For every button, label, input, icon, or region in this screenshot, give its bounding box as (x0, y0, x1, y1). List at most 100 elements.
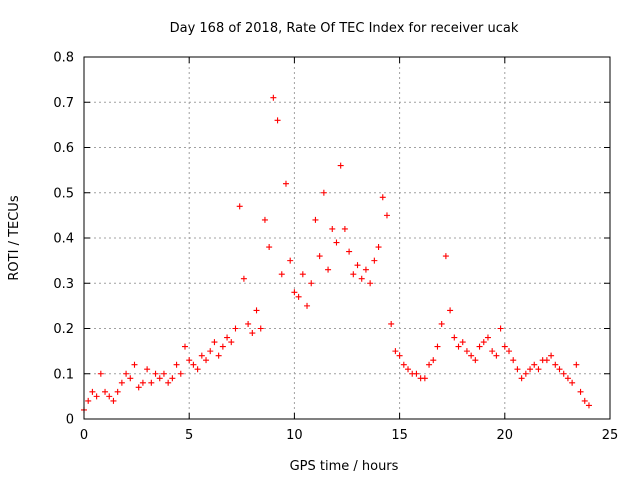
data-point (489, 348, 496, 355)
data-point (228, 339, 235, 346)
data-point (375, 244, 382, 251)
data-point (93, 393, 100, 400)
data-point (127, 375, 134, 382)
data-point (165, 379, 172, 386)
data-point (245, 320, 252, 327)
data-point (518, 375, 525, 382)
data-point (257, 325, 264, 332)
data-point (203, 357, 210, 364)
data-point (585, 402, 592, 409)
data-point (438, 320, 445, 327)
data-point (463, 348, 470, 355)
data-point (97, 370, 104, 377)
data-point (484, 334, 491, 341)
data-point (535, 366, 542, 373)
y-tick-label: 0.7 (53, 96, 74, 111)
data-point (253, 307, 260, 314)
data-point (274, 117, 281, 124)
data-point (333, 239, 340, 246)
data-point (186, 357, 193, 364)
data-point (295, 293, 302, 300)
data-point (371, 257, 378, 264)
data-point (514, 366, 521, 373)
data-point (531, 361, 538, 368)
x-tick-label: 5 (185, 428, 193, 443)
data-point (421, 375, 428, 382)
data-point (312, 216, 319, 223)
data-point (581, 397, 588, 404)
data-point (304, 302, 311, 309)
data-point (543, 357, 550, 364)
data-point (341, 225, 348, 232)
data-point (173, 361, 180, 368)
data-point (291, 289, 298, 296)
data-point (325, 266, 332, 273)
data-point (476, 343, 483, 350)
data-point (152, 370, 159, 377)
data-point (110, 397, 117, 404)
x-tick-label: 0 (80, 428, 88, 443)
data-point (548, 352, 555, 359)
data-point (320, 189, 327, 196)
data-point (459, 339, 466, 346)
data-point (354, 262, 361, 269)
data-point (577, 388, 584, 395)
data-points (81, 94, 592, 413)
data-point (564, 375, 571, 382)
data-point (156, 375, 163, 382)
y-tick-labels: 0 0.1 0.2 0.3 0.4 0.5 0.6 0.7 0.8 (53, 51, 74, 428)
data-point (493, 352, 500, 359)
data-point (413, 370, 420, 377)
data-point (224, 334, 231, 341)
data-point (148, 379, 155, 386)
data-point (215, 352, 222, 359)
data-point (510, 357, 517, 364)
data-point (190, 361, 197, 368)
data-point (240, 275, 247, 282)
data-point (447, 307, 454, 314)
x-tick-label: 10 (286, 428, 303, 443)
data-point (106, 393, 113, 400)
data-point (123, 370, 130, 377)
data-point (569, 379, 576, 386)
series-roti (81, 94, 592, 413)
y-tick-label: 0.6 (53, 141, 74, 156)
data-point (139, 379, 146, 386)
data-point (383, 212, 390, 219)
data-point (249, 330, 256, 337)
data-point (573, 361, 580, 368)
data-point (198, 352, 205, 359)
data-point (337, 162, 344, 169)
data-point (211, 339, 218, 346)
y-tick-label: 0.1 (53, 367, 74, 382)
data-point (358, 275, 365, 282)
data-point (388, 320, 395, 327)
data-point (527, 366, 534, 373)
y-tick-label: 0.8 (53, 51, 74, 66)
data-point (556, 366, 563, 373)
data-point (232, 325, 239, 332)
data-point (118, 379, 125, 386)
data-point (308, 280, 315, 287)
data-point (522, 370, 529, 377)
data-point (194, 366, 201, 373)
data-point (506, 348, 513, 355)
data-point (287, 257, 294, 264)
data-point (434, 343, 441, 350)
data-point (266, 244, 273, 251)
chart-title: Day 168 of 2018, Rate Of TEC Index for r… (170, 21, 519, 36)
x-axis-label: GPS time / hours (290, 459, 399, 474)
data-point (367, 280, 374, 287)
data-point (144, 366, 151, 373)
x-tick-label: 25 (602, 428, 619, 443)
data-point (346, 248, 353, 255)
data-point (480, 339, 487, 346)
x-tick-labels: 0 5 10 15 20 25 (80, 428, 618, 443)
data-point (207, 348, 214, 355)
data-point (261, 216, 268, 223)
data-point (160, 370, 167, 377)
data-point (497, 325, 504, 332)
y-tick-label: 0.2 (53, 322, 74, 337)
